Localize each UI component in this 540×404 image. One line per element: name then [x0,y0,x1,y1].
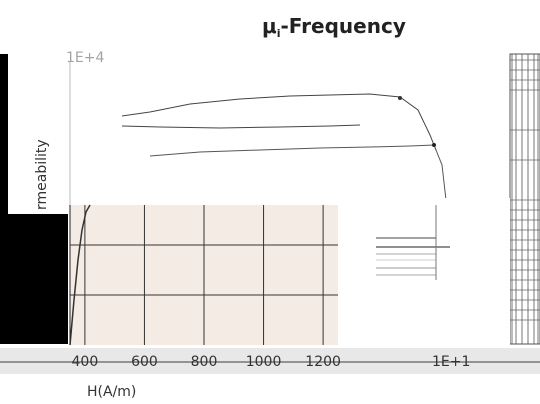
left-black-block [0,214,68,344]
series-curve-drop [149,144,447,201]
chart-title-main: μ [262,14,277,38]
x-tick-right-label: 1E+1 [432,354,470,370]
x-tick-label: 1000 [246,354,282,370]
lower-grid [70,205,338,345]
chart-title-subscript: i [277,27,281,40]
right-grid [509,53,540,345]
curve-marker-peak [398,96,402,100]
chart-title: μi-Frequency [262,14,406,40]
left-black-strip [0,54,8,214]
legend-box [338,198,510,348]
series-curve-bh [69,204,91,346]
x-tick-label: 800 [191,354,218,370]
x-tick-label: 400 [72,354,99,370]
chart-title-suffix: -Frequency [281,14,406,38]
y-axis-label: rmeability [34,139,50,210]
x-tick-label: 600 [131,354,158,370]
x-tick-labels: 400 600 800 1000 1200 [72,354,341,370]
bottom-band [0,348,540,374]
series-curve-upper [121,93,437,151]
series-curve-lower [121,124,361,129]
y-tick-top-label: 1E+4 [66,50,104,66]
legend-box-bg [338,198,510,348]
right-grid-frame [509,53,540,345]
curve-marker-end [432,143,436,147]
x-axis-label: H(A/m) [87,384,136,400]
x-tick-label: 1200 [305,354,341,370]
